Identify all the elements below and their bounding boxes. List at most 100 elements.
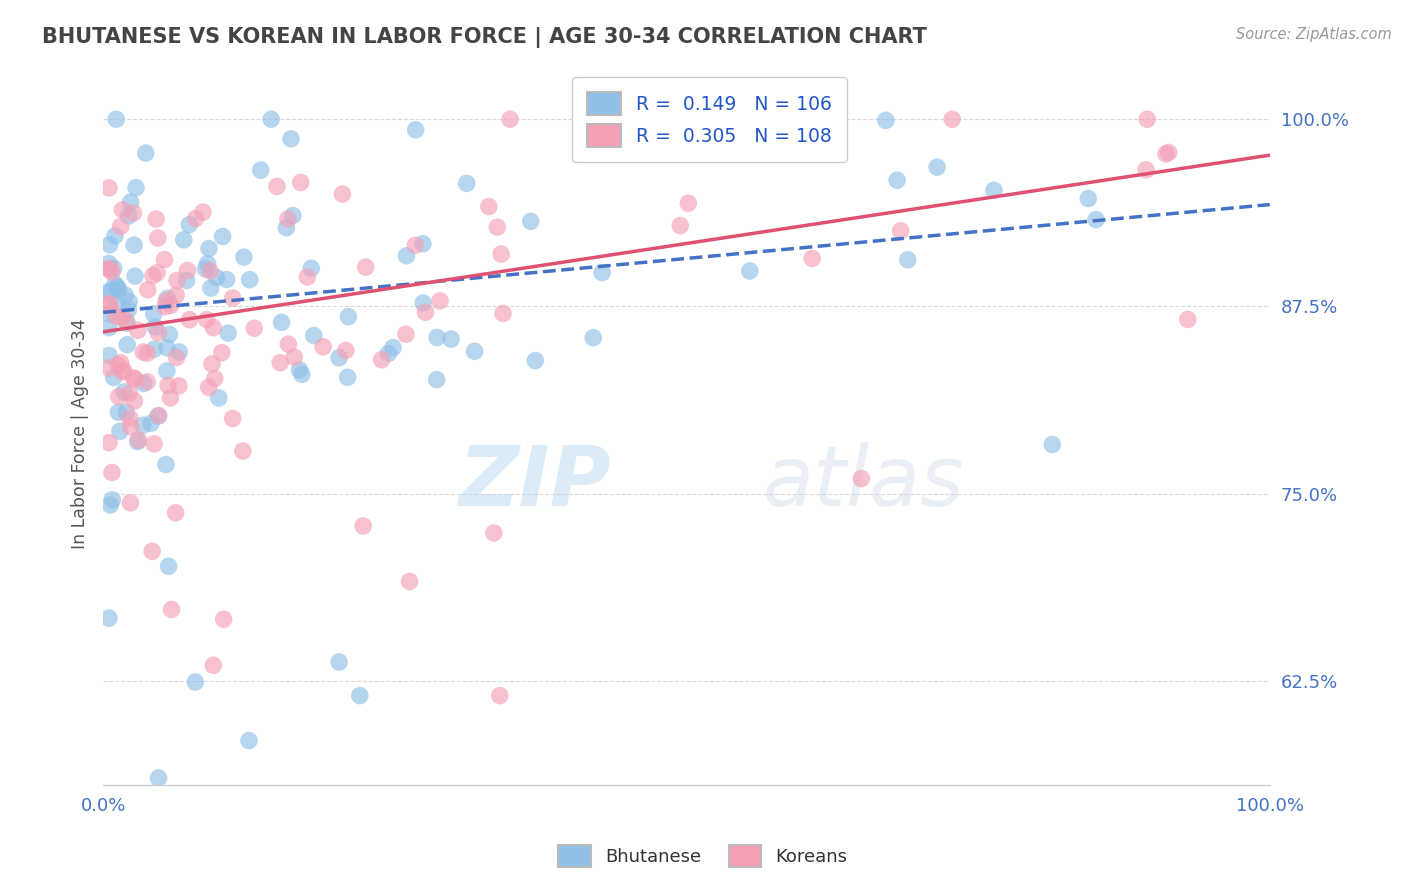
Point [212, 612, 235, 626]
Point [159, 391, 181, 405]
Point [395, 249, 418, 263]
Point [412, 296, 434, 310]
Point [1040, 437, 1063, 451]
Point [211, 229, 233, 244]
Point [184, 211, 207, 226]
Point [1135, 162, 1157, 177]
Point [405, 123, 427, 137]
Point [132, 418, 155, 433]
Point [157, 327, 180, 342]
Text: Source: ZipAtlas.com: Source: ZipAtlas.com [1236, 27, 1392, 42]
Point [124, 269, 146, 284]
Point [101, 265, 124, 279]
Point [1154, 146, 1177, 161]
Point [352, 519, 374, 533]
Point [591, 266, 613, 280]
Point [824, 112, 846, 127]
Point [925, 160, 948, 174]
Point [142, 268, 165, 283]
Point [1085, 212, 1108, 227]
Point [103, 261, 125, 276]
Point [239, 273, 262, 287]
Point [232, 250, 254, 264]
Point [125, 180, 148, 194]
Point [290, 176, 312, 190]
Point [897, 252, 920, 267]
Point [336, 370, 359, 384]
Point [160, 602, 183, 616]
Point [890, 224, 912, 238]
Point [111, 202, 134, 217]
Point [136, 346, 159, 360]
Point [157, 559, 180, 574]
Point [201, 357, 224, 371]
Point [135, 146, 157, 161]
Point [191, 205, 214, 219]
Point [112, 363, 135, 377]
Point [101, 492, 124, 507]
Point [122, 238, 145, 252]
Point [122, 206, 145, 220]
Legend: R =  0.149   N = 106, R =  0.305   N = 108: R = 0.149 N = 106, R = 0.305 N = 108 [572, 77, 846, 162]
Point [155, 293, 177, 308]
Point [328, 351, 350, 365]
Point [142, 307, 165, 321]
Point [157, 378, 180, 392]
Point [198, 242, 221, 256]
Point [127, 323, 149, 337]
Point [156, 292, 179, 306]
Point [337, 310, 360, 324]
Point [202, 658, 225, 673]
Point [260, 112, 283, 127]
Point [176, 263, 198, 277]
Point [801, 252, 824, 266]
Point [370, 352, 392, 367]
Point [114, 313, 136, 327]
Point [120, 420, 142, 434]
Point [97, 256, 120, 270]
Point [217, 326, 239, 340]
Point [120, 195, 142, 210]
Point [139, 417, 162, 431]
Point [179, 218, 201, 232]
Point [221, 411, 243, 425]
Point [412, 236, 434, 251]
Point [382, 341, 405, 355]
Point [124, 394, 146, 409]
Point [101, 466, 124, 480]
Point [440, 332, 463, 346]
Point [165, 506, 187, 520]
Point [281, 209, 304, 223]
Point [488, 689, 510, 703]
Point [107, 283, 129, 297]
Point [205, 270, 228, 285]
Point [478, 200, 501, 214]
Point [166, 273, 188, 287]
Point [524, 353, 547, 368]
Point [146, 326, 169, 340]
Point [232, 444, 254, 458]
Point [208, 391, 231, 405]
Point [875, 113, 897, 128]
Point [105, 112, 128, 127]
Point [941, 112, 963, 127]
Point [146, 409, 169, 423]
Point [118, 294, 141, 309]
Point [97, 286, 120, 301]
Point [499, 112, 522, 127]
Point [824, 112, 846, 127]
Point [118, 386, 141, 401]
Point [148, 771, 170, 785]
Point [117, 209, 139, 223]
Point [105, 283, 128, 297]
Point [886, 173, 908, 187]
Point [132, 376, 155, 391]
Point [122, 371, 145, 385]
Point [678, 196, 700, 211]
Point [197, 380, 219, 394]
Point [155, 458, 177, 472]
Point [146, 231, 169, 245]
Point [312, 340, 335, 354]
Point [335, 343, 357, 358]
Point [211, 345, 233, 359]
